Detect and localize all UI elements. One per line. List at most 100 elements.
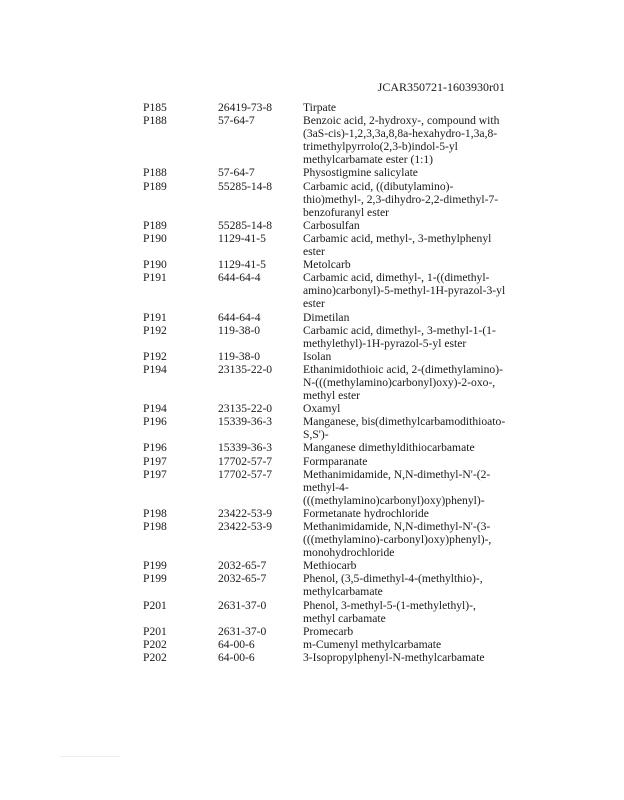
cas-number: 2032-65-7 bbox=[218, 572, 267, 586]
substance-name-line: methylethyl)-1H-pyrazol-5-yl ester bbox=[303, 336, 467, 350]
waste-code: P199 bbox=[143, 572, 167, 586]
document-id-header: JCAR350721-1603930r01 bbox=[377, 80, 505, 94]
table-row: P196 15339-36-3 Manganese dimethyldithioca… bbox=[143, 441, 543, 454]
table-row: P201 2631-37-0 Phenol, 3-methyl-5-(1-methy… bbox=[143, 599, 543, 625]
substance-name: Tirpate bbox=[303, 101, 543, 114]
substance-name-line: Formparanate bbox=[303, 454, 368, 468]
substance-name-line: Formetanate hydrochloride bbox=[303, 506, 429, 520]
substance-name: Methanimidamide, N,N-dimethyl-N'-(2- meth… bbox=[303, 468, 543, 507]
substance-name-line: Isolan bbox=[303, 349, 332, 363]
substance-name-line: Carbosulfan bbox=[303, 218, 360, 232]
table-row: P188 57-64-7 Benzoic acid, 2-hydroxy-, com… bbox=[143, 114, 543, 166]
table-row: P197 17702-57-7 Formparanate bbox=[143, 455, 543, 468]
waste-code: P196 bbox=[143, 415, 167, 429]
cas-number: 23135-22-0 bbox=[218, 402, 273, 416]
substance-name-line: Oxamyl bbox=[303, 402, 341, 416]
substance-name-line: Manganese dimethyldithiocarbamate bbox=[303, 441, 475, 455]
table-row: P196 15339-36-3 Manganese, bis(dimethylcar… bbox=[143, 415, 543, 441]
substance-name-line: Dimetilan bbox=[303, 310, 350, 324]
substance-name: 3-Isopropylphenyl-N-methylcarbamate bbox=[303, 651, 543, 664]
cas-number: 57-64-7 bbox=[218, 114, 255, 128]
substance-name-line: Manganese, bis(dimethylcarbamodithioato- bbox=[303, 415, 506, 429]
substance-name: Oxamyl bbox=[303, 402, 543, 415]
substance-name-line: Ethanimidothioic acid, 2-(dimethylamino)… bbox=[303, 362, 503, 376]
waste-code: P192 bbox=[143, 349, 167, 363]
waste-code: P192 bbox=[143, 323, 167, 337]
substance-name-line: methylcarbamate bbox=[303, 585, 383, 599]
substance-name: Carbamic acid, methyl-, 3-methylphenyl es… bbox=[303, 232, 543, 258]
substance-name-line: trimethylpyrrolo(2,3-b)indol-5-yl bbox=[303, 140, 458, 154]
substance-name-line: m-Cumenyl methylcarbamate bbox=[303, 637, 442, 651]
substance-name: m-Cumenyl methylcarbamate bbox=[303, 638, 543, 651]
divider bbox=[60, 756, 120, 757]
substance-name: Manganese dimethyldithiocarbamate bbox=[303, 441, 543, 454]
substance-name: Carbosulfan bbox=[303, 219, 543, 232]
table-row: P192 119-38-0 Isolan bbox=[143, 350, 543, 363]
cas-number: 2631-37-0 bbox=[218, 624, 267, 638]
waste-code: P197 bbox=[143, 467, 167, 481]
table-row: P194 23135-22-0 Oxamyl bbox=[143, 402, 543, 415]
waste-code: P190 bbox=[143, 231, 167, 245]
cas-number: 1129-41-5 bbox=[218, 231, 266, 245]
waste-code: P188 bbox=[143, 114, 167, 128]
cas-number: 644-64-4 bbox=[218, 310, 261, 324]
table-row: P189 55285-14-8 Carbamic acid, ((dibutylam… bbox=[143, 180, 543, 219]
table-row: P198 23422-53-9 Methanimidamide, N,N-dimet… bbox=[143, 520, 543, 559]
substance-name: Methiocarb bbox=[303, 559, 543, 572]
cas-number: 23422-53-9 bbox=[218, 506, 273, 520]
table-row: P185 26419-73-8 Tirpate bbox=[143, 101, 543, 114]
table-row: P188 57-64-7 Physostigmine salicylate bbox=[143, 166, 543, 179]
substance-name-line: methyl-4- bbox=[303, 480, 349, 494]
hazardous-waste-table: P185 26419-73-8 Tirpate P188 57-64-7 Benzoic … bbox=[143, 101, 543, 664]
substance-name: Phenol, 3-methyl-5-(1-methylethyl)-, meth… bbox=[303, 599, 543, 625]
substance-name-line: methyl carbamate bbox=[303, 611, 386, 625]
cas-number: 57-64-7 bbox=[218, 166, 255, 180]
cas-number: 1129-41-5 bbox=[218, 258, 266, 272]
table-row: P191 644-64-4 Carbamic acid, dimethyl-, 1-… bbox=[143, 271, 543, 310]
substance-name-line: Methiocarb bbox=[303, 559, 357, 573]
table-row: P199 2032-65-7 Phenol, (3,5-dimethyl-4-(me… bbox=[143, 572, 543, 598]
substance-name: Isolan bbox=[303, 350, 543, 363]
table-row: P194 23135-22-0 Ethanimidothioic acid, 2-(… bbox=[143, 363, 543, 402]
substance-name-line: Carbamic acid, ((dibutylamino)- bbox=[303, 179, 454, 193]
substance-name-line: S,S')- bbox=[303, 428, 329, 442]
cas-number: 644-64-4 bbox=[218, 271, 261, 285]
substance-name: Formparanate bbox=[303, 455, 543, 468]
waste-code: P190 bbox=[143, 258, 167, 272]
cas-number: 2631-37-0 bbox=[218, 598, 267, 612]
substance-name-line: Methanimidamide, N,N-dimethyl-N'-(2- bbox=[303, 467, 491, 481]
substance-name-line: thio)methyl-, 2,3-dihydro-2,2-dimethyl-7… bbox=[303, 192, 499, 206]
cas-number: 119-38-0 bbox=[218, 323, 261, 337]
table-row: P198 23422-53-9 Formetanate hydrochloride bbox=[143, 507, 543, 520]
substance-name-line: Promecarb bbox=[303, 624, 354, 638]
table-row: P199 2032-65-7 Methiocarb bbox=[143, 559, 543, 572]
waste-code: P196 bbox=[143, 441, 167, 455]
substance-name-line: Phenol, 3-methyl-5-(1-methylethyl)-, bbox=[303, 598, 476, 612]
waste-code: P185 bbox=[143, 101, 167, 114]
cas-number: 55285-14-8 bbox=[218, 218, 273, 232]
substance-name-line: (3aS-cis)-1,2,3,3a,8,8a-hexahydro-1,3a,8… bbox=[303, 127, 498, 141]
cas-number: 15339-36-3 bbox=[218, 415, 273, 429]
substance-name-line: monohydrochloride bbox=[303, 546, 395, 560]
substance-name-line: ester bbox=[303, 245, 325, 259]
cas-number: 64-00-6 bbox=[218, 637, 255, 651]
cas-number: 64-00-6 bbox=[218, 650, 255, 664]
waste-code: P198 bbox=[143, 520, 167, 533]
table-row: P202 64-00-6 m-Cumenyl methylcarbamate bbox=[143, 638, 543, 651]
substance-name-line: benzofuranyl ester bbox=[303, 205, 389, 219]
substance-name: Benzoic acid, 2-hydroxy-, compound with(… bbox=[303, 114, 543, 166]
substance-name: Formetanate hydrochloride bbox=[303, 507, 543, 520]
substance-name-line: Tirpate bbox=[303, 101, 337, 114]
substance-name-line: Methanimidamide, N,N-dimethyl-N'-(3- bbox=[303, 520, 491, 533]
substance-name: Dimetilan bbox=[303, 311, 543, 324]
table-row: P201 2631-37-0 Promecarb bbox=[143, 625, 543, 638]
substance-name: Methanimidamide, N,N-dimethyl-N'-(3- (((m… bbox=[303, 520, 543, 559]
waste-code: P201 bbox=[143, 624, 167, 638]
table-row: P202 64-00-6 3-Isopropylphenyl-N-methylcar… bbox=[143, 651, 543, 664]
waste-code: P202 bbox=[143, 650, 167, 664]
waste-code: P191 bbox=[143, 310, 167, 324]
substance-name-line: 3-Isopropylphenyl-N-methylcarbamate bbox=[303, 650, 485, 664]
waste-code: P197 bbox=[143, 454, 167, 468]
cas-number: 119-38-0 bbox=[218, 349, 261, 363]
waste-code: P189 bbox=[143, 179, 167, 193]
